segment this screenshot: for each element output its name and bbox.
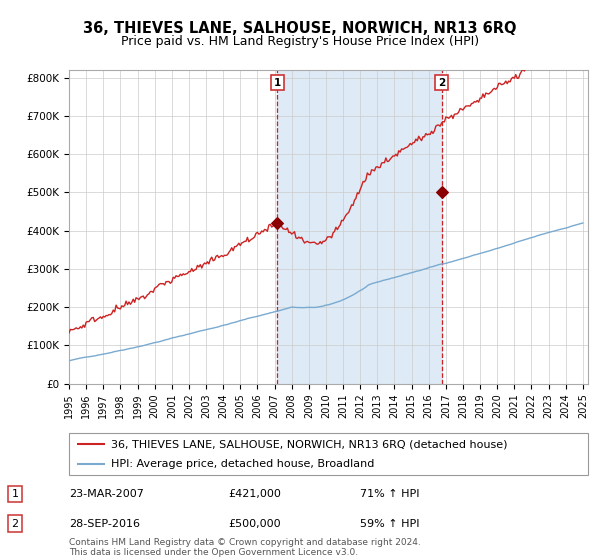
Text: 23-MAR-2007: 23-MAR-2007 [69,489,144,499]
Text: 2: 2 [11,519,19,529]
Text: 59% ↑ HPI: 59% ↑ HPI [360,519,419,529]
Text: Contains HM Land Registry data © Crown copyright and database right 2024.
This d: Contains HM Land Registry data © Crown c… [69,538,421,557]
Point [437,188,446,197]
Text: 36, THIEVES LANE, SALHOUSE, NORWICH, NR13 6RQ: 36, THIEVES LANE, SALHOUSE, NORWICH, NR1… [83,21,517,36]
Text: 36, THIEVES LANE, SALHOUSE, NORWICH, NR13 6RQ (detached house): 36, THIEVES LANE, SALHOUSE, NORWICH, NR1… [110,439,507,449]
Text: 28-SEP-2016: 28-SEP-2016 [69,519,140,529]
Point [272,218,282,227]
Text: Price paid vs. HM Land Registry's House Price Index (HPI): Price paid vs. HM Land Registry's House … [121,35,479,48]
Bar [277,70,442,384]
Text: 2: 2 [438,78,445,88]
Text: 1: 1 [11,489,19,499]
Text: HPI: Average price, detached house, Broadland: HPI: Average price, detached house, Broa… [110,459,374,469]
Text: £421,000: £421,000 [228,489,281,499]
Text: 1: 1 [274,78,281,88]
Text: 71% ↑ HPI: 71% ↑ HPI [360,489,419,499]
Text: £500,000: £500,000 [228,519,281,529]
